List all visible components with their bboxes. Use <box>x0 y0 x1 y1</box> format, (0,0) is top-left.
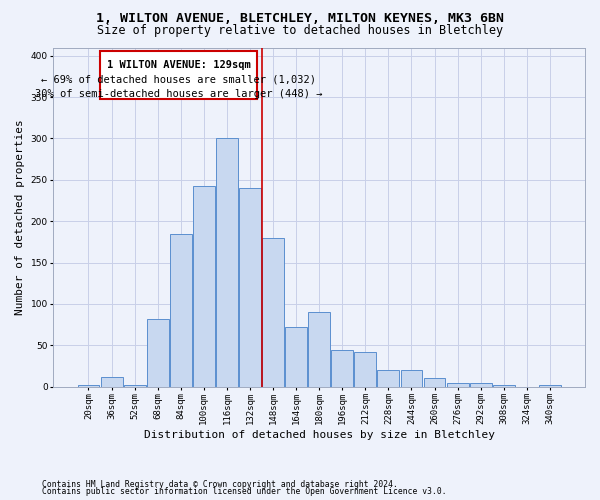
Bar <box>446 382 469 386</box>
Bar <box>377 370 400 386</box>
Text: Contains HM Land Registry data © Crown copyright and database right 2024.: Contains HM Land Registry data © Crown c… <box>42 480 398 489</box>
X-axis label: Distribution of detached houses by size in Bletchley: Distribution of detached houses by size … <box>143 430 494 440</box>
Text: 1 WILTON AVENUE: 129sqm: 1 WILTON AVENUE: 129sqm <box>107 60 251 70</box>
Bar <box>239 188 261 386</box>
Bar <box>77 385 100 386</box>
Bar <box>193 186 215 386</box>
Bar <box>539 385 561 386</box>
Bar <box>308 312 330 386</box>
Bar <box>355 352 376 386</box>
Text: 30% of semi-detached houses are larger (448) →: 30% of semi-detached houses are larger (… <box>35 89 323 99</box>
Bar <box>170 234 192 386</box>
Y-axis label: Number of detached properties: Number of detached properties <box>15 119 25 315</box>
Bar <box>424 378 445 386</box>
Bar <box>147 319 169 386</box>
Bar <box>401 370 422 386</box>
Text: ← 69% of detached houses are smaller (1,032): ← 69% of detached houses are smaller (1,… <box>41 75 316 85</box>
FancyBboxPatch shape <box>100 51 257 99</box>
Bar <box>262 238 284 386</box>
Text: Size of property relative to detached houses in Bletchley: Size of property relative to detached ho… <box>97 24 503 37</box>
Bar <box>470 382 491 386</box>
Text: Contains public sector information licensed under the Open Government Licence v3: Contains public sector information licen… <box>42 487 446 496</box>
Text: 1, WILTON AVENUE, BLETCHLEY, MILTON KEYNES, MK3 6BN: 1, WILTON AVENUE, BLETCHLEY, MILTON KEYN… <box>96 12 504 26</box>
Bar <box>285 327 307 386</box>
Bar <box>493 385 515 386</box>
Bar <box>216 138 238 386</box>
Bar <box>101 376 122 386</box>
Bar <box>124 385 146 386</box>
Bar <box>331 350 353 387</box>
